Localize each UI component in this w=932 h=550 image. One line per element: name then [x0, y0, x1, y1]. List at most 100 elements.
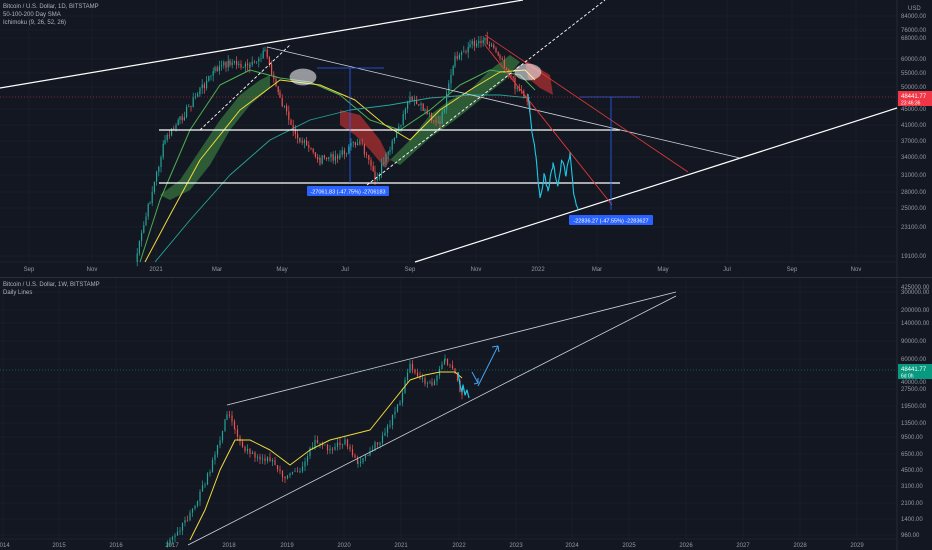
- candle-body: [441, 112, 443, 124]
- candle-body: [436, 375, 438, 382]
- candle-body: [276, 465, 279, 470]
- bottom-price-tick-label: 19500.00: [901, 404, 927, 410]
- bottom-legend-lines[interactable]: Daily Lines: [3, 290, 33, 296]
- candle-body: [201, 84, 203, 89]
- candle-body: [253, 61, 255, 63]
- candle-body: [204, 484, 206, 486]
- falling-trendline: [266, 46, 741, 159]
- candle-body: [316, 440, 319, 444]
- arrow-down-head: [473, 378, 479, 385]
- candle-body: [199, 491, 201, 502]
- candle-body: [416, 372, 419, 377]
- top-price-tick-label: 45000.00: [901, 107, 927, 113]
- candle-body: [274, 460, 276, 466]
- candle-body: [323, 155, 325, 158]
- candle-body: [439, 121, 441, 124]
- candle-body: [506, 67, 508, 70]
- measure-label-1-box: [307, 186, 389, 196]
- candle-body: [231, 415, 233, 422]
- candle-body: [249, 64, 251, 68]
- candle-body: [271, 460, 274, 462]
- candle-body: [206, 473, 209, 485]
- top-price-tick-label: 60000.00: [901, 57, 927, 63]
- candle-body: [413, 99, 415, 101]
- candle-body: [449, 364, 451, 366]
- candle-body: [518, 87, 520, 91]
- candle-body: [224, 419, 226, 431]
- candle-body: [173, 128, 175, 130]
- bottom-price-badge-price: 48441.77: [901, 367, 927, 373]
- candle-body: [399, 402, 401, 405]
- candle-body: [402, 114, 404, 125]
- candle-body: [262, 50, 264, 59]
- candle-body: [330, 153, 332, 158]
- candle-body: [499, 55, 501, 59]
- top-legend-sma[interactable]: 50-100-200 Day SMA: [3, 12, 61, 18]
- top-price-tick-label: 23100.00: [901, 225, 927, 231]
- candle-body: [391, 414, 394, 426]
- candle-body: [143, 225, 145, 233]
- arrow-up-shaft: [477, 345, 499, 387]
- candle-body: [332, 153, 334, 161]
- candle-body: [331, 448, 334, 450]
- candle-body: [495, 47, 497, 53]
- candle-body: [290, 119, 292, 125]
- bottom-time-tick-label: 2016: [109, 543, 123, 549]
- bottom-price-tick-label: 40000.00: [901, 380, 927, 386]
- candle-body: [312, 148, 314, 153]
- top-price-badge-countdown: 23:46:36: [901, 101, 921, 107]
- bottom-price-badge-bg: [898, 364, 932, 379]
- candle-body: [186, 107, 188, 118]
- top-price-tick-label: 37000.00: [901, 139, 927, 145]
- candle-body: [138, 240, 140, 254]
- candle-body: [465, 51, 467, 53]
- top-time-tick-label: Nov: [471, 267, 482, 273]
- candle-body: [234, 428, 236, 430]
- candle-body: [431, 382, 433, 386]
- candle-body: [181, 522, 184, 531]
- candle-body: [456, 56, 458, 59]
- candle-body: [212, 71, 214, 76]
- candle-body: [421, 378, 424, 379]
- top-time-tick-label: Jul: [723, 267, 731, 273]
- candle-body: [203, 84, 205, 89]
- bottom-time-tick-label: 2018: [222, 543, 236, 549]
- top-legend-symbol[interactable]: Bitcoin / U.S. Dollar, 1D, BITSTAMP: [3, 4, 99, 10]
- candle-body: [194, 505, 196, 509]
- dashed-channel-right: [366, 0, 606, 186]
- top-price-tick-label: 84000.00: [901, 14, 927, 20]
- candle-body: [478, 40, 480, 44]
- candle-body: [209, 471, 211, 474]
- candle-body: [461, 392, 463, 395]
- candle-body: [329, 448, 331, 451]
- candle-body: [240, 63, 242, 68]
- candle-body: [418, 104, 420, 106]
- candle-body: [349, 446, 351, 450]
- candle-body: [219, 440, 221, 446]
- candle-body: [281, 471, 284, 478]
- candle-body: [456, 373, 459, 381]
- candle-body: [145, 216, 147, 226]
- candle-body: [301, 466, 304, 472]
- candle-body: [428, 113, 430, 115]
- candle-body: [394, 411, 396, 415]
- candle-body: [364, 455, 367, 459]
- candle-body: [433, 120, 435, 121]
- measure-label-1: -27061.83 (-47.75%) -2706183: [310, 190, 385, 196]
- ichimoku-cloud-green: [160, 75, 270, 200]
- candle-body: [356, 457, 359, 464]
- candle-body: [351, 449, 354, 456]
- candle-body: [461, 52, 463, 56]
- candle-body: [526, 97, 528, 102]
- candle-body: [341, 444, 344, 446]
- candle-body: [361, 142, 363, 144]
- top-price-tick-label: 34000.00: [901, 155, 927, 161]
- candle-body: [259, 456, 261, 460]
- candle-body: [411, 96, 413, 101]
- candle-body: [256, 456, 259, 458]
- candle-body: [367, 455, 369, 456]
- bottom-legend-symbol[interactable]: Bitcoin / U.S. Dollar, 1W, BITSTAMP: [3, 282, 100, 288]
- bottom-time-tick-label: 2029: [850, 543, 864, 549]
- top-legend-ichimoku[interactable]: Ichimoku (9, 26, 52, 26): [3, 20, 67, 26]
